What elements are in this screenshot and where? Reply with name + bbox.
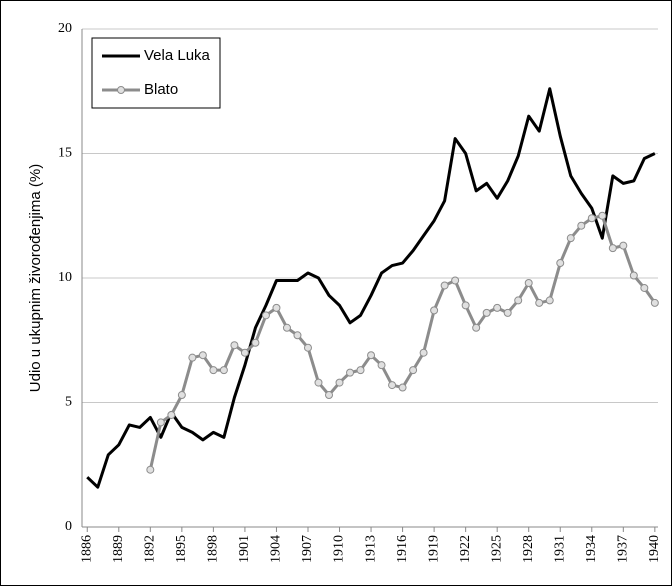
legend-box: [91, 37, 221, 109]
point: [303, 343, 312, 352]
x-tick-label: 1904: [269, 535, 284, 563]
point: [251, 338, 260, 347]
point: [514, 296, 523, 305]
x-tick-label: 1892: [143, 535, 158, 563]
x-tick-label: 1901: [237, 535, 252, 563]
point: [198, 351, 207, 360]
x-tick-label: 1937: [616, 535, 631, 563]
point: [472, 323, 481, 332]
point: [219, 366, 228, 375]
x-tick-label: 1895: [174, 535, 189, 563]
point: [608, 244, 617, 253]
point: [346, 368, 355, 377]
point: [177, 391, 186, 400]
y-tick-label: 15: [58, 146, 72, 161]
y-tick-label: 0: [65, 519, 72, 534]
point: [261, 311, 270, 320]
x-tick-label: 1913: [363, 535, 378, 563]
x-tick-label: 1931: [552, 535, 567, 563]
series-line: [86, 87, 656, 489]
x-tick-label: 1886: [79, 535, 94, 563]
point: [524, 278, 533, 287]
point: [146, 465, 155, 474]
x-tick-label: 1934: [584, 535, 599, 563]
y-tick-label: 10: [58, 270, 72, 285]
point: [367, 351, 376, 360]
x-tick-label: 1910: [332, 535, 347, 563]
point: [461, 301, 470, 310]
point: [556, 259, 565, 268]
point: [419, 348, 428, 357]
point: [587, 214, 596, 223]
point: [545, 296, 554, 305]
point: [451, 276, 460, 285]
point: [156, 418, 165, 427]
point: [430, 306, 439, 315]
point: [398, 383, 407, 392]
legend-label: Blato: [144, 81, 178, 98]
x-tick-label: 1907: [300, 535, 315, 563]
point: [282, 323, 291, 332]
point: [293, 331, 302, 340]
x-tick-label: 1898: [206, 535, 221, 563]
point: [388, 381, 397, 390]
point: [240, 348, 249, 357]
point: [503, 308, 512, 317]
x-tick-label: 1925: [489, 535, 504, 563]
x-tick-label: 1916: [395, 535, 410, 563]
point: [325, 391, 334, 400]
y-tick-label: 20: [58, 21, 72, 36]
x-tick-label: 1889: [111, 535, 126, 563]
legend-marker: [117, 86, 125, 94]
x-tick-label: 1940: [647, 535, 662, 563]
point: [314, 378, 323, 387]
point: [335, 378, 344, 387]
point: [640, 283, 649, 292]
point: [650, 298, 659, 307]
x-tick-label: 1928: [521, 535, 536, 563]
point: [566, 234, 575, 243]
x-tick-label: 1922: [458, 535, 473, 563]
point: [209, 366, 218, 375]
point: [629, 271, 638, 280]
point: [230, 341, 239, 350]
point: [272, 303, 281, 312]
point: [619, 241, 628, 250]
x-tick-label: 1919: [426, 535, 441, 563]
point: [440, 281, 449, 290]
point: [356, 366, 365, 375]
point: [577, 221, 586, 230]
point: [535, 298, 544, 307]
point: [409, 366, 418, 375]
point: [493, 303, 502, 312]
y-tick-label: 5: [65, 395, 72, 410]
point: [377, 361, 386, 370]
point: [598, 211, 607, 220]
point: [482, 308, 491, 317]
legend-label: Vela Luka: [144, 47, 211, 64]
point: [188, 353, 197, 362]
y-axis-label: Udio u ukupnim živorođenjima (%): [27, 164, 44, 392]
point: [167, 410, 176, 419]
